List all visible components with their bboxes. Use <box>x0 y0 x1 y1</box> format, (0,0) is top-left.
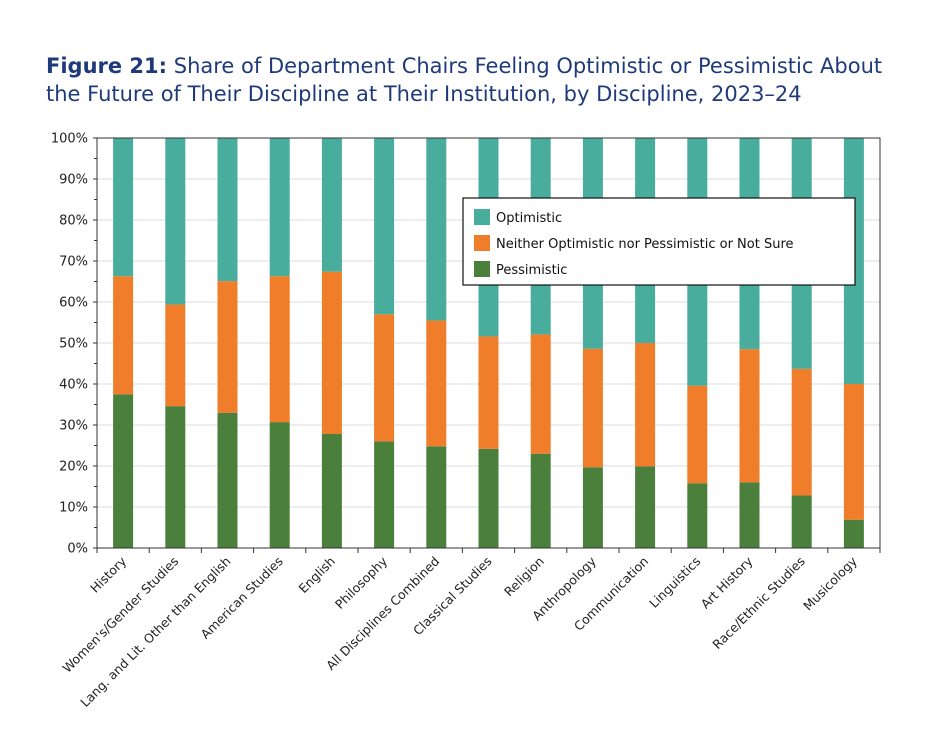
x-tick-label: Musicology <box>800 553 860 613</box>
bar-optimistic <box>269 138 290 277</box>
bar-pessimistic <box>843 519 864 548</box>
legend-swatch <box>474 235 490 251</box>
bar-pessimistic <box>530 453 551 548</box>
y-tick-label: 20% <box>59 460 88 475</box>
bar-optimistic <box>374 138 395 315</box>
bar-neither <box>217 281 238 413</box>
bar-optimistic <box>165 138 186 305</box>
bar-neither <box>478 336 499 449</box>
bar-neither <box>113 276 134 395</box>
legend-label: Optimistic <box>496 211 562 226</box>
bar-pessimistic <box>165 406 186 548</box>
bar-neither <box>582 348 603 468</box>
bar-pessimistic <box>321 434 342 548</box>
legend-swatch <box>474 261 490 277</box>
y-tick-label: 40% <box>59 378 88 393</box>
bar-pessimistic <box>113 394 134 548</box>
bar-pessimistic <box>739 482 760 548</box>
y-tick-label: 70% <box>59 255 88 270</box>
chart-title-text: Share of Department Chairs Feeling Optim… <box>46 54 883 106</box>
bar-neither <box>165 304 186 407</box>
bar-neither <box>687 385 708 484</box>
bar-neither <box>321 271 342 435</box>
y-tick-label: 50% <box>59 337 88 352</box>
x-tick-label: History <box>87 553 129 595</box>
bar-pessimistic <box>791 495 812 548</box>
legend-swatch <box>474 209 490 225</box>
bar-pessimistic <box>426 446 447 548</box>
y-tick-label: 100% <box>51 132 88 147</box>
bar-pessimistic <box>635 466 656 548</box>
bar-neither <box>269 276 290 423</box>
bar-optimistic <box>217 138 238 282</box>
bar-neither <box>374 314 395 442</box>
y-tick-label: 0% <box>67 542 88 557</box>
plot-frame <box>96 137 881 549</box>
bar-pessimistic <box>687 483 708 548</box>
y-tick-label: 90% <box>59 173 88 188</box>
bar-pessimistic <box>217 412 238 548</box>
legend-label: Neither Optimistic nor Pessimistic or No… <box>496 237 794 252</box>
bar-neither <box>843 384 864 520</box>
x-tick-label: Religion <box>501 554 547 600</box>
bar-pessimistic <box>478 448 499 548</box>
bar-neither <box>530 334 551 454</box>
bar-optimistic <box>426 138 447 321</box>
bar-neither <box>739 349 760 483</box>
chart-title: Figure 21: Share of Department Chairs Fe… <box>46 52 906 108</box>
x-tick-label: Race/Ethnic Studies <box>709 554 807 652</box>
bar-pessimistic <box>269 422 290 548</box>
legend-label: Pessimistic <box>496 263 567 278</box>
bar-neither <box>791 368 812 496</box>
figure-number: Figure 21: <box>46 54 168 78</box>
x-tick-label: English <box>295 554 338 597</box>
bar-neither <box>426 320 447 447</box>
y-tick-label: 60% <box>59 296 88 311</box>
legend-box <box>462 197 856 286</box>
y-tick-label: 30% <box>59 419 88 434</box>
bar-optimistic <box>321 138 342 272</box>
bar-pessimistic <box>374 441 395 548</box>
y-tick-label: 10% <box>59 501 88 516</box>
bar-optimistic <box>113 138 134 277</box>
bar-neither <box>635 343 656 467</box>
x-tick-label: Linguistics <box>646 554 703 611</box>
bar-pessimistic <box>582 467 603 548</box>
y-tick-label: 80% <box>59 214 88 229</box>
